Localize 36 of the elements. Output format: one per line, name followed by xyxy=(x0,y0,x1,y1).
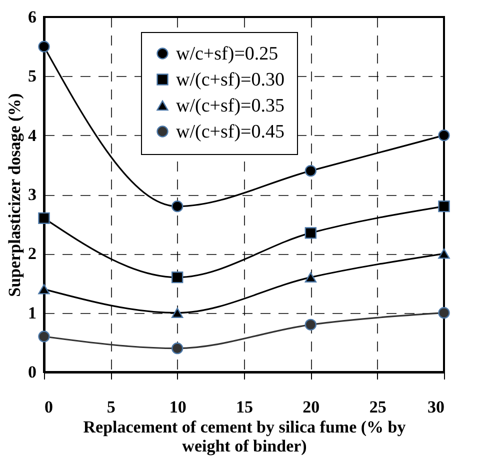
y-tick-label: 0 xyxy=(28,362,36,382)
y-tick-label: 1 xyxy=(28,303,36,322)
point xyxy=(171,308,184,318)
x-tick-label: 30 xyxy=(428,398,444,416)
point xyxy=(171,342,184,354)
point xyxy=(304,318,317,330)
point xyxy=(304,227,317,239)
x-tick-label: 5 xyxy=(106,398,116,416)
legend-label: w/c+sf)=0.25 xyxy=(176,44,278,64)
point xyxy=(438,307,450,319)
point xyxy=(38,212,50,224)
point xyxy=(304,272,317,282)
x-tick-label: 15 xyxy=(236,398,253,416)
y-tick-label: 2 xyxy=(28,244,36,264)
legend-label: w/(c+sf)=0.45 xyxy=(176,122,284,142)
x-axis-title: Replacement of cement by silica fume (% by weight of binder) xyxy=(83,418,406,456)
point xyxy=(438,248,450,259)
y-tick-label: 3 xyxy=(28,185,36,204)
x-tick-label: 10 xyxy=(169,398,186,416)
x-tick-label: 25 xyxy=(369,398,386,416)
x-tick-label: 0 xyxy=(44,398,53,416)
legend-label: w/(c+sf)=0.30 xyxy=(176,70,284,90)
point xyxy=(438,130,450,142)
point xyxy=(38,40,50,52)
point xyxy=(438,200,450,212)
y-tick-label: 5 xyxy=(28,66,36,86)
point xyxy=(38,330,50,342)
point xyxy=(171,271,184,284)
legend-label: w/(c+sf)=0.35 xyxy=(176,96,284,116)
y-axis-title: Superplasticizer dosage (%) xyxy=(5,93,24,297)
y-tick-label: 6 xyxy=(28,8,36,26)
point xyxy=(38,284,50,294)
x-tick-label: 20 xyxy=(302,398,320,416)
point xyxy=(304,165,317,177)
y-tick-label: 4 xyxy=(28,126,37,145)
point xyxy=(171,200,184,212)
